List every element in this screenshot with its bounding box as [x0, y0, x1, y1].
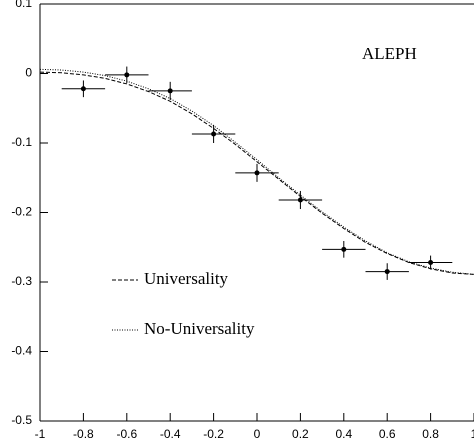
data-point [80, 86, 86, 92]
data-point [167, 88, 173, 94]
x-tick-label: -0.4 [160, 427, 181, 441]
y-tick-label: -0.5 [11, 413, 32, 427]
x-tick-label: -0.2 [203, 427, 224, 441]
x-tick-label: -0.6 [116, 427, 137, 441]
y-tick-label: 0.1 [15, 0, 32, 10]
data-point [124, 72, 130, 78]
y-tick-label: -0.2 [11, 205, 32, 219]
data-point [341, 246, 347, 252]
x-tick-label: 0.6 [379, 427, 396, 441]
x-tick-label: 0.8 [422, 427, 439, 441]
curve [39, 68, 474, 275]
data-point [428, 260, 434, 266]
x-tick-label: 1 [471, 427, 474, 441]
curve [39, 71, 474, 275]
x-tick-label: 0.2 [292, 427, 309, 441]
annotation: ALEPH [362, 44, 417, 63]
data-point [297, 197, 303, 203]
legend-label: Universality [144, 269, 229, 288]
data-point [254, 170, 260, 176]
data-point [211, 131, 217, 137]
y-tick-label: 0 [25, 66, 32, 80]
x-tick-label: -1 [35, 427, 46, 441]
x-tick-label: -0.8 [73, 427, 94, 441]
x-tick-label: 0.4 [335, 427, 352, 441]
y-tick-label: -0.3 [11, 274, 32, 288]
x-tick-label: 0 [254, 427, 261, 441]
y-tick-label: -0.1 [11, 135, 32, 149]
legend-label: No-Universality [144, 319, 255, 338]
y-tick-label: -0.4 [11, 344, 32, 358]
data-point [384, 269, 390, 275]
